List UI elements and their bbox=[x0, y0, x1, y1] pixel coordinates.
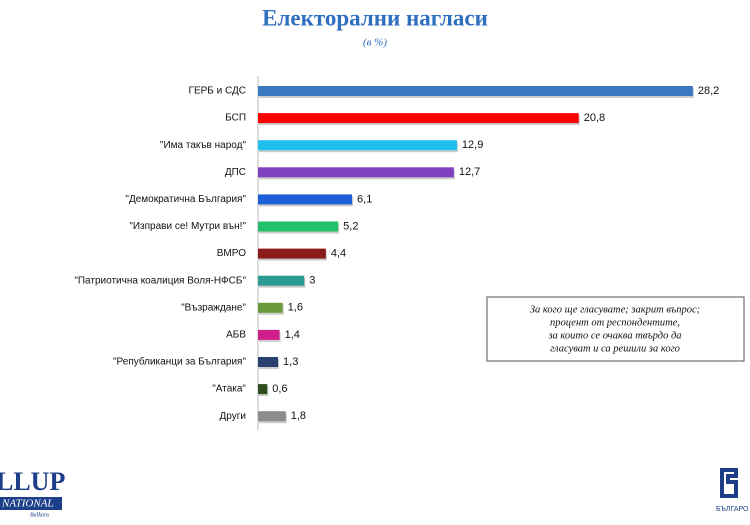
note-line: процент от респондентите, bbox=[550, 317, 680, 328]
value-label: 1,4 bbox=[285, 329, 300, 341]
bar bbox=[258, 302, 283, 313]
value-label: 3 bbox=[309, 275, 315, 287]
note-box bbox=[486, 296, 745, 362]
bar bbox=[258, 86, 693, 96]
value-label: 4,4 bbox=[331, 248, 346, 260]
value-label: 12,7 bbox=[459, 166, 480, 178]
logo-left: LLUP bbox=[0, 467, 65, 496]
category-label: Други bbox=[220, 411, 246, 422]
logo-right: БЪЛГАРО bbox=[716, 506, 749, 513]
value-label: 0,6 bbox=[272, 383, 287, 395]
category-label: "Възраждане" bbox=[181, 302, 246, 313]
bar bbox=[258, 221, 339, 232]
value-label: 6,1 bbox=[357, 193, 372, 205]
value-label: 5,2 bbox=[343, 220, 358, 232]
bar bbox=[258, 194, 353, 205]
logo-left-small: Balkans bbox=[30, 512, 50, 518]
category-label: "Републиканци за България" bbox=[113, 356, 246, 368]
category-label: ВМРО bbox=[217, 248, 246, 259]
value-label: 1,8 bbox=[291, 410, 306, 422]
bar bbox=[258, 140, 457, 151]
category-label: БСП bbox=[225, 113, 246, 124]
value-label: 1,6 bbox=[288, 302, 303, 314]
category-label: АБВ bbox=[226, 330, 246, 341]
category-label: "Демократична България" bbox=[125, 194, 246, 205]
logo-band bbox=[0, 497, 62, 510]
bar bbox=[258, 384, 268, 395]
bar bbox=[258, 113, 579, 124]
category-label: "Има такъв народ" bbox=[160, 140, 247, 151]
note-line: гласуват и са решили за кого bbox=[550, 343, 680, 354]
bar bbox=[258, 329, 280, 340]
bar bbox=[258, 248, 326, 259]
category-label: "Изправи се! Мутри вън!" bbox=[129, 221, 246, 232]
value-label: 28,2 bbox=[698, 85, 719, 97]
note-line: За кого ще гласувате; закрит въпрос; bbox=[530, 304, 700, 315]
bar bbox=[258, 167, 454, 178]
bar bbox=[258, 275, 305, 286]
note-line: за които се очаква твърдо да bbox=[547, 330, 681, 341]
category-label: "Атака" bbox=[212, 384, 246, 395]
value-label: 12,9 bbox=[462, 139, 483, 151]
category-label: ДПС bbox=[225, 167, 246, 178]
logo-right-icon bbox=[720, 468, 738, 498]
category-label: "Патриотична коалиция Воля-НФСБ" bbox=[74, 275, 246, 286]
chart-title: Електорални нагласи bbox=[262, 5, 488, 30]
bar bbox=[258, 357, 279, 367]
value-label: 1,3 bbox=[283, 356, 298, 368]
category-label: ГЕРБ и СДС bbox=[189, 86, 246, 97]
logo-left-sub: NATIONAL bbox=[1, 498, 54, 510]
value-label: 20,8 bbox=[584, 112, 605, 124]
chart-subtitle: (в %) bbox=[363, 37, 387, 49]
bar bbox=[258, 411, 286, 422]
